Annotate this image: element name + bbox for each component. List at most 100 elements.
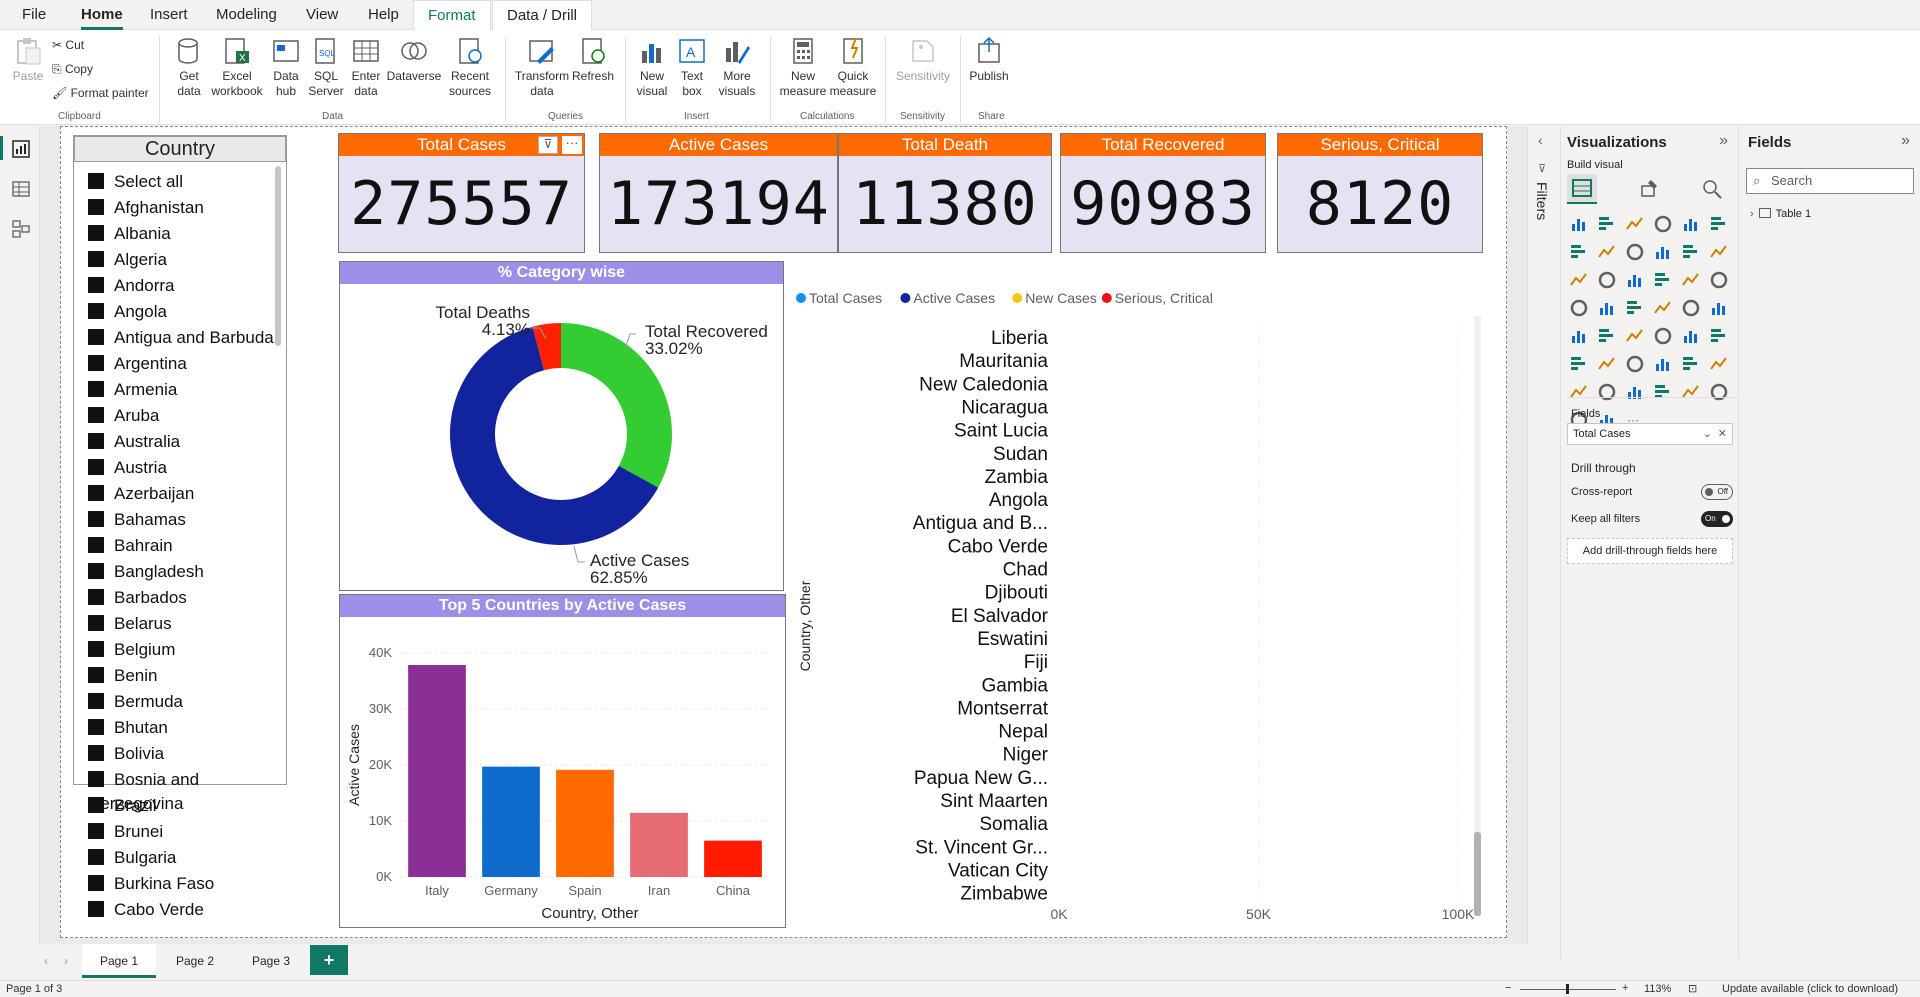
checkbox[interactable] (88, 875, 104, 891)
visual-type-line-icon[interactable] (1625, 326, 1645, 346)
paste-button[interactable]: Paste (10, 36, 46, 84)
keep-filters-toggle[interactable]: On (1701, 511, 1733, 527)
visual-type-col-icon[interactable] (1597, 214, 1617, 234)
quick-measure-button[interactable]: Quick measure (828, 36, 878, 99)
menu-modeling[interactable]: Modeling (216, 6, 277, 23)
update-notice[interactable]: Update available (click to download) (1722, 983, 1899, 995)
visual-type-line-icon[interactable] (1681, 354, 1701, 374)
checkbox[interactable] (88, 511, 104, 527)
fields-well[interactable]: Total Cases ⌄ ✕ (1567, 423, 1733, 445)
checkbox[interactable] (88, 485, 104, 501)
filters-pane-collapsed[interactable]: ‹ ⊽ Filters (1527, 126, 1561, 959)
visual-type-gauge-icon[interactable] (1653, 382, 1673, 402)
checkbox[interactable] (88, 693, 104, 709)
donut-slice[interactable] (449, 326, 659, 545)
table-view-icon[interactable] (12, 180, 30, 198)
checkbox[interactable] (88, 199, 104, 215)
build-visual-tab[interactable] (1567, 174, 1597, 204)
visual-type-area-icon[interactable] (1709, 354, 1729, 374)
chevron-right-icon[interactable]: › (1750, 208, 1754, 220)
bar[interactable] (704, 840, 762, 877)
country-slicer[interactable]: Country Select all Afghanistan Albania Alge… (73, 135, 287, 919)
visual-type-table-icon[interactable] (1625, 382, 1645, 402)
visual-type-line-icon[interactable] (1625, 214, 1645, 234)
checkbox[interactable] (88, 771, 104, 787)
legend-label[interactable]: New Cases (1025, 290, 1097, 306)
checkbox[interactable] (88, 459, 104, 475)
visual-type-line-icon[interactable] (1681, 242, 1701, 262)
chevron-right-icon[interactable]: › (64, 954, 68, 968)
slicer-item[interactable]: Burkina Faso (88, 872, 214, 896)
checkbox[interactable] (88, 641, 104, 657)
slicer-item[interactable]: Algeria (88, 248, 167, 272)
visual-type-gauge-icon[interactable] (1597, 242, 1617, 262)
get-data-button[interactable]: Get data (168, 36, 210, 99)
checkbox[interactable] (88, 823, 104, 839)
format-visual-icon[interactable] (1639, 178, 1661, 200)
checkbox[interactable] (88, 667, 104, 683)
filter-icon[interactable]: ⊽ (538, 136, 558, 154)
slicer-item[interactable]: Azerbaijan (88, 482, 194, 506)
checkbox[interactable] (88, 381, 104, 397)
slicer-item[interactable]: Andorra (88, 274, 174, 298)
checkbox[interactable] (88, 615, 104, 631)
sensitivity-button[interactable]: Sensitivity (893, 36, 953, 84)
refresh-button[interactable]: Refresh (572, 36, 614, 84)
slicer-item[interactable]: Aruba (88, 404, 159, 428)
enter-data-button[interactable]: Enter data (348, 36, 384, 99)
sql-server-button[interactable]: SQL SQL Server (308, 36, 344, 99)
analytics-icon[interactable] (1701, 178, 1723, 200)
menu-data-drill[interactable]: Data / Drill (492, 0, 593, 31)
menu-help[interactable]: Help (368, 6, 399, 23)
legend-label[interactable]: Total Cases (809, 290, 882, 306)
more-options-icon[interactable]: ··· (562, 136, 582, 154)
slicer-item[interactable]: Bolivia (88, 742, 164, 766)
checkbox[interactable] (88, 329, 104, 345)
checkbox[interactable] (88, 589, 104, 605)
visual-type-gauge-icon[interactable] (1709, 298, 1729, 318)
slicer-item[interactable]: Austria (88, 456, 167, 480)
publish-button[interactable]: Publish (968, 36, 1010, 84)
visual-type-area-icon[interactable] (1653, 214, 1673, 234)
menu-file[interactable]: File (22, 6, 47, 23)
slicer-item[interactable]: Angola (88, 300, 167, 324)
slicer-item[interactable]: Bhutan (88, 716, 168, 740)
visual-type-bar-icon[interactable] (1569, 326, 1589, 346)
slicer-item[interactable]: Belarus (88, 612, 172, 636)
zoom-slider-thumb[interactable] (1566, 984, 1569, 994)
visual-type-map-icon[interactable] (1709, 214, 1729, 234)
checkbox[interactable] (88, 901, 104, 917)
visual-type-map-icon[interactable] (1709, 326, 1729, 346)
card-active-cases[interactable]: Active Cases 173194 (599, 133, 838, 253)
visual-type-col-icon[interactable] (1709, 270, 1729, 290)
checkbox[interactable] (88, 563, 104, 579)
visual-type-col-icon[interactable] (1653, 354, 1673, 374)
slicer-item[interactable]: Benin (88, 664, 157, 688)
transform-data-button[interactable]: Transform data (514, 36, 570, 99)
text-box-button[interactable]: A Text box (674, 36, 710, 99)
fields-search-input[interactable]: ⌕ Search (1746, 168, 1914, 194)
slicer-item[interactable]: Bahamas (88, 508, 186, 532)
menu-view[interactable]: View (306, 6, 339, 23)
slicer-item[interactable]: Albania (88, 222, 171, 246)
visual-type-table-icon[interactable] (1569, 354, 1589, 374)
slicer-item[interactable]: Bahrain (88, 534, 173, 558)
visual-type-table-icon[interactable] (1681, 298, 1701, 318)
visual-type-col-icon[interactable] (1597, 326, 1617, 346)
visual-type-gauge-icon[interactable] (1597, 354, 1617, 374)
visual-type-col-icon[interactable] (1653, 242, 1673, 262)
copy-button[interactable]: ⎘ Copy (52, 60, 93, 78)
format-painter-button[interactable]: 🖌 Format painter (52, 84, 149, 102)
donut-slice[interactable] (561, 323, 672, 488)
checkbox[interactable] (88, 277, 104, 293)
close-icon[interactable]: ✕ (1717, 428, 1727, 440)
visual-type-area-icon[interactable] (1709, 242, 1729, 262)
visual-type-col-icon[interactable] (1709, 382, 1729, 402)
report-view-icon[interactable] (12, 140, 30, 158)
visual-type-pie-icon[interactable] (1681, 326, 1701, 346)
visual-type-line-icon[interactable] (1569, 298, 1589, 318)
chevron-left-icon[interactable]: ‹ (1538, 132, 1543, 148)
dataverse-button[interactable]: Dataverse (386, 36, 442, 84)
visual-type-pie-icon[interactable] (1569, 382, 1589, 402)
fit-page-icon[interactable]: ⊡ (1688, 983, 1698, 995)
